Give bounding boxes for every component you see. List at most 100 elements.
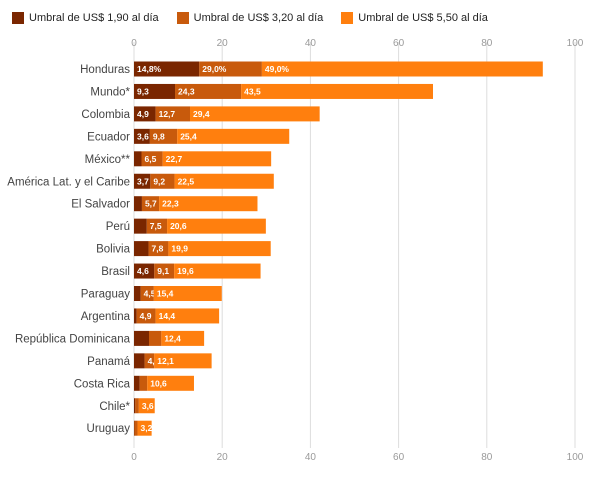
bar-panam-series-0: [134, 353, 145, 369]
bar-m-xico-series-1: [141, 151, 163, 167]
category-label-mundo: Mundo*: [90, 86, 130, 98]
x-tick-top-60: 60: [393, 38, 405, 49]
bar-argentina-series-0: [134, 308, 137, 324]
value-label-paraguay-series-2: 15,4: [157, 289, 174, 299]
bar-per-series-2: [167, 218, 266, 234]
bar-m-xico-series-0: [134, 151, 142, 167]
bar-rep-blica-dominicana-series-2: [161, 330, 205, 346]
bar-chile-series-2: [138, 398, 155, 414]
legend-item-550: Umbral de US$ 5,50 al día: [341, 12, 488, 24]
legend-item-320: Umbral de US$ 3,20 al día: [176, 12, 324, 24]
category-label-ecuador: Ecuador: [87, 131, 130, 143]
bar-panam-series-1: [144, 353, 155, 369]
bar-honduras-series-0: [134, 61, 200, 77]
value-label-colombia-series-0: 4,9: [137, 109, 149, 119]
bar-colombia-series-1: [155, 106, 191, 122]
bar-argentina-series-1: [136, 308, 156, 324]
bar-costa-rica-series-1: [139, 375, 148, 391]
bar-costa-rica-series-0: [134, 375, 140, 391]
x-tick-bottom-60: 60: [393, 452, 405, 463]
value-label-honduras-series-2: 49,0%: [265, 64, 290, 74]
value-label-per-series-2: 20,6: [170, 221, 187, 231]
category-label-bolivia: Bolivia: [96, 244, 130, 256]
bar-bolivia-series-1: [148, 241, 169, 257]
bar-uruguay-series-1: [134, 420, 138, 436]
value-label-am-rica-lat-y-el-caribe-series-0: 3,7: [137, 176, 149, 186]
bar-brasil-series-2: [174, 263, 261, 279]
category-label-brasil: Brasil: [101, 266, 130, 278]
value-label-el-salvador-series-1: 5,7: [145, 199, 157, 209]
bar-ecuador-series-0: [134, 128, 150, 144]
bar-paraguay-series-2: [153, 286, 222, 301]
bar-argentina-series-2: [155, 308, 220, 324]
value-label-mundo-series-2: 43,5: [244, 86, 261, 96]
value-label-chile-series-2: 3,6: [142, 401, 154, 411]
value-label-rep-blica-dominicana-series-2: 12,4: [164, 333, 181, 343]
value-label-argentina-series-1: 4,9: [140, 311, 152, 321]
value-label-colombia-series-1: 12,7: [159, 109, 176, 119]
bar-honduras-series-2: [261, 61, 543, 77]
value-label-am-rica-lat-y-el-caribe-series-1: 9,2: [153, 176, 165, 186]
category-label-argentina: Argentina: [81, 311, 131, 323]
category-label-am-rica-lat-y-el-caribe: América Lat. y el Caribe: [7, 176, 130, 188]
x-tick-bottom-40: 40: [305, 452, 317, 463]
legend-item-190: Umbral de US$ 1,90 al día: [12, 12, 159, 24]
bar-panam-series-2: [154, 353, 212, 369]
value-label-mundo-series-1: 24,3: [178, 86, 195, 96]
bar-mundo-series-0: [134, 83, 176, 99]
bar-rep-blica-dominicana-series-0: [134, 330, 149, 346]
value-label-ecuador-series-2: 25,4: [180, 131, 197, 141]
bar-paraguay-series-1: [140, 286, 154, 301]
x-tick-top-0: 0: [131, 38, 137, 49]
value-label-panam-series-2: 12,1: [157, 356, 174, 366]
value-label-m-xico-series-2: 22,7: [166, 154, 183, 164]
bar-paraguay-series-0: [134, 286, 141, 301]
bar-honduras-series-1: [199, 61, 262, 77]
value-label-bolivia-series-2: 19,9: [171, 244, 188, 254]
x-tick-top-20: 20: [217, 38, 229, 49]
value-label-costa-rica-series-2: 10,6: [150, 378, 167, 388]
legend: Umbral de US$ 1,90 al día Umbral de US$ …: [12, 10, 506, 26]
bar-am-rica-lat-y-el-caribe-series-1: [150, 173, 175, 189]
bar-ecuador-series-1: [149, 128, 178, 144]
x-tick-bottom-80: 80: [481, 452, 493, 463]
category-label-paraguay: Paraguay: [81, 289, 130, 301]
category-label-costa-rica: Costa Rica: [74, 378, 131, 390]
value-label-argentina-series-2: 14,4: [159, 311, 176, 321]
value-label-ecuador-series-0: 3,6: [137, 131, 149, 141]
x-tick-top-80: 80: [481, 38, 493, 49]
bar-ecuador-series-2: [177, 128, 290, 144]
legend-swatch-550: [341, 12, 354, 24]
legend-label-320: Umbral de US$ 3,20 al día: [193, 12, 324, 24]
legend-swatch-320: [176, 12, 189, 24]
bar-am-rica-lat-y-el-caribe-series-0: [134, 173, 151, 189]
bar-chile-series-1: [135, 398, 139, 414]
x-tick-bottom-20: 20: [217, 452, 229, 463]
value-label-ecuador-series-1: 9,8: [153, 131, 165, 141]
value-label-uruguay-series-2: 3,2: [141, 423, 153, 433]
bar-brasil-series-0: [134, 263, 155, 279]
bar-colombia-series-0: [134, 106, 156, 122]
bar-bolivia-series-2: [168, 241, 271, 257]
category-label-chile: Chile*: [99, 401, 130, 413]
category-label-m-xico: México**: [85, 154, 131, 166]
category-label-rep-blica-dominicana: República Dominicana: [15, 333, 131, 345]
bar-brasil-series-1: [154, 263, 175, 279]
bar-colombia-series-2: [190, 106, 320, 122]
value-label-per-series-1: 7,5: [150, 221, 162, 231]
value-label-mundo-series-0: 9,3: [137, 86, 149, 96]
value-label-brasil-series-2: 19,6: [177, 266, 194, 276]
x-tick-bottom-100: 100: [567, 452, 584, 463]
value-label-am-rica-lat-y-el-caribe-series-2: 22,5: [178, 176, 195, 186]
bar-el-salvador-series-2: [159, 196, 258, 212]
value-label-m-xico-series-1: 6,5: [144, 154, 156, 164]
bar-mundo-series-2: [241, 83, 433, 99]
legend-label-550: Umbral de US$ 5,50 al día: [358, 12, 488, 24]
bar-m-xico-series-2: [162, 151, 272, 167]
x-tick-top-40: 40: [305, 38, 317, 49]
bar-el-salvador-series-0: [134, 196, 142, 212]
value-label-honduras-series-1: 29,0%: [202, 64, 227, 74]
legend-label-190: Umbral de US$ 1,90 al día: [29, 12, 159, 24]
value-label-honduras-series-0: 14,8%: [137, 64, 162, 74]
